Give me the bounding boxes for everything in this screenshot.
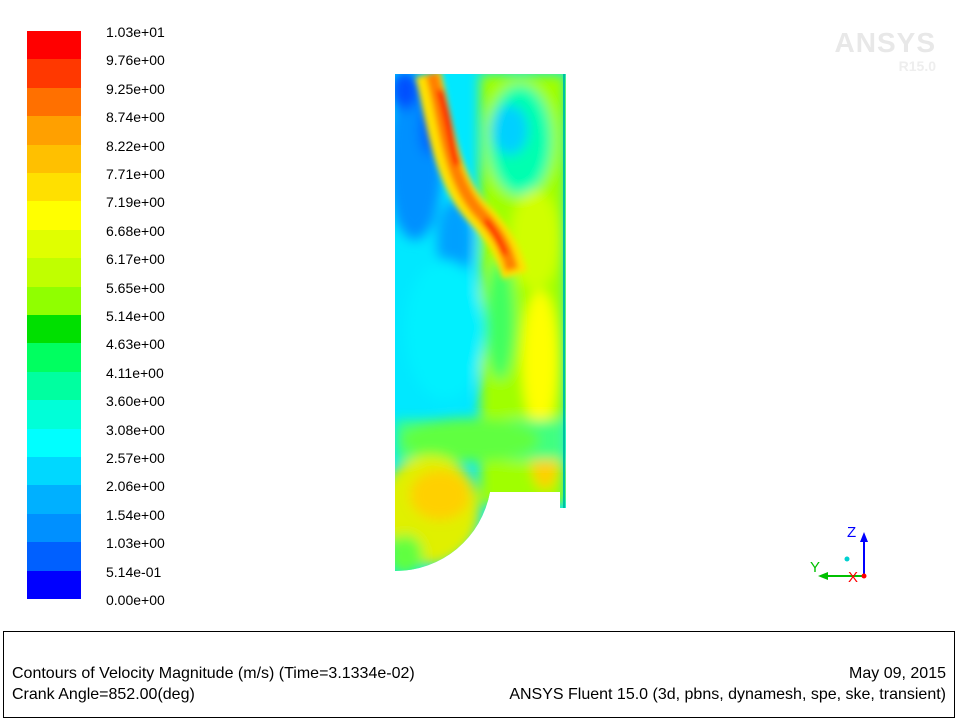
solver-info: ANSYS Fluent 15.0 (3d, pbns, dynamesh, s… (509, 686, 946, 703)
colorbar-segment (27, 59, 81, 89)
colorbar-tick-label: 7.19e+00 (106, 194, 165, 211)
colorbar-tick-label: 1.03e+01 (106, 24, 165, 40)
colorbar-segment (27, 400, 81, 430)
colorbar-tick-label: 9.76e+00 (106, 52, 165, 69)
colorbar-tick-label: 5.14e-01 (106, 563, 162, 580)
contour-plot (395, 74, 566, 572)
colorbar-segment (27, 173, 81, 202)
watermark-version: R15.0 (898, 58, 936, 74)
colorbar-tick-label: 2.57e+00 (106, 450, 165, 466)
colorbar-tick-label: 4.11e+00 (106, 364, 164, 381)
orientation-axes: Z Y X (810, 524, 868, 586)
colorbar-segment (27, 286, 81, 316)
x-label: X (848, 569, 858, 586)
colorbar-tick-label: 3.08e+00 (106, 421, 165, 438)
colorbar-segment (27, 485, 81, 515)
colorbar-segment (27, 542, 81, 572)
ansys-watermark: ANSYS R15.0 (826, 27, 936, 75)
plot-date: May 09, 2015 (849, 665, 946, 682)
colorbar-tick-label: 8.22e+00 (106, 137, 165, 154)
colorbar-tick-label: 4.63e+00 (106, 336, 165, 353)
crank-angle: Crank Angle=852.00(deg) (12, 686, 195, 703)
plot-title: Contours of Velocity Magnitude (m/s) (Ti… (12, 665, 415, 682)
colorbar-tick-label: 5.65e+00 (106, 279, 165, 296)
colorbar-tick-label: 2.06e+00 (106, 478, 165, 495)
plot-footer: Contours of Velocity Magnitude (m/s) (Ti… (3, 631, 955, 718)
colorbar-tick-label: 3.60e+00 (106, 393, 165, 410)
colorbar-tick-label: 0.00e+00 (106, 592, 165, 608)
y-label: Y (810, 559, 820, 576)
x-axis-dot (861, 573, 867, 579)
colorbar-segment (27, 31, 81, 60)
colorbar-segment (27, 570, 81, 600)
colorbar-tick-label: 6.17e+00 (106, 251, 165, 268)
colorbar-tick-label: 6.68e+00 (106, 222, 165, 239)
colorbar-segment (27, 201, 81, 231)
colorbar-segment (27, 513, 81, 543)
colorbar-segment (27, 457, 81, 486)
colorbar-segment (27, 87, 81, 117)
colorbar-tick-label: 9.25e+00 (106, 80, 165, 97)
colorbar-tick-label: 1.03e+00 (106, 535, 165, 552)
velocity-field (395, 74, 566, 572)
colorbar-segment (27, 258, 81, 288)
colorbar-segment (27, 144, 81, 174)
colorbar-tick-label: 5.14e+00 (106, 308, 165, 324)
colorbar (27, 31, 81, 600)
z-arrow (860, 532, 868, 542)
colorbar-labels: 1.03e+01 9.76e+00 9.25e+00 8.74e+00 8.22e+00… (106, 0, 226, 620)
origin-marker (844, 556, 850, 562)
colorbar-tick-label: 8.74e+00 (106, 109, 165, 126)
colorbar-segment (27, 371, 81, 401)
colorbar-segment (27, 229, 81, 259)
y-arrow (818, 572, 828, 580)
colorbar-segment (27, 116, 81, 146)
colorbar-tick-label: 7.71e+00 (106, 166, 165, 182)
colorbar-segment (27, 428, 81, 458)
colorbar-segment (27, 315, 81, 344)
z-label: Z (847, 524, 856, 541)
colorbar-segment (27, 343, 81, 373)
watermark-name: ANSYS (834, 27, 936, 58)
colorbar-tick-label: 1.54e+00 (106, 506, 165, 523)
